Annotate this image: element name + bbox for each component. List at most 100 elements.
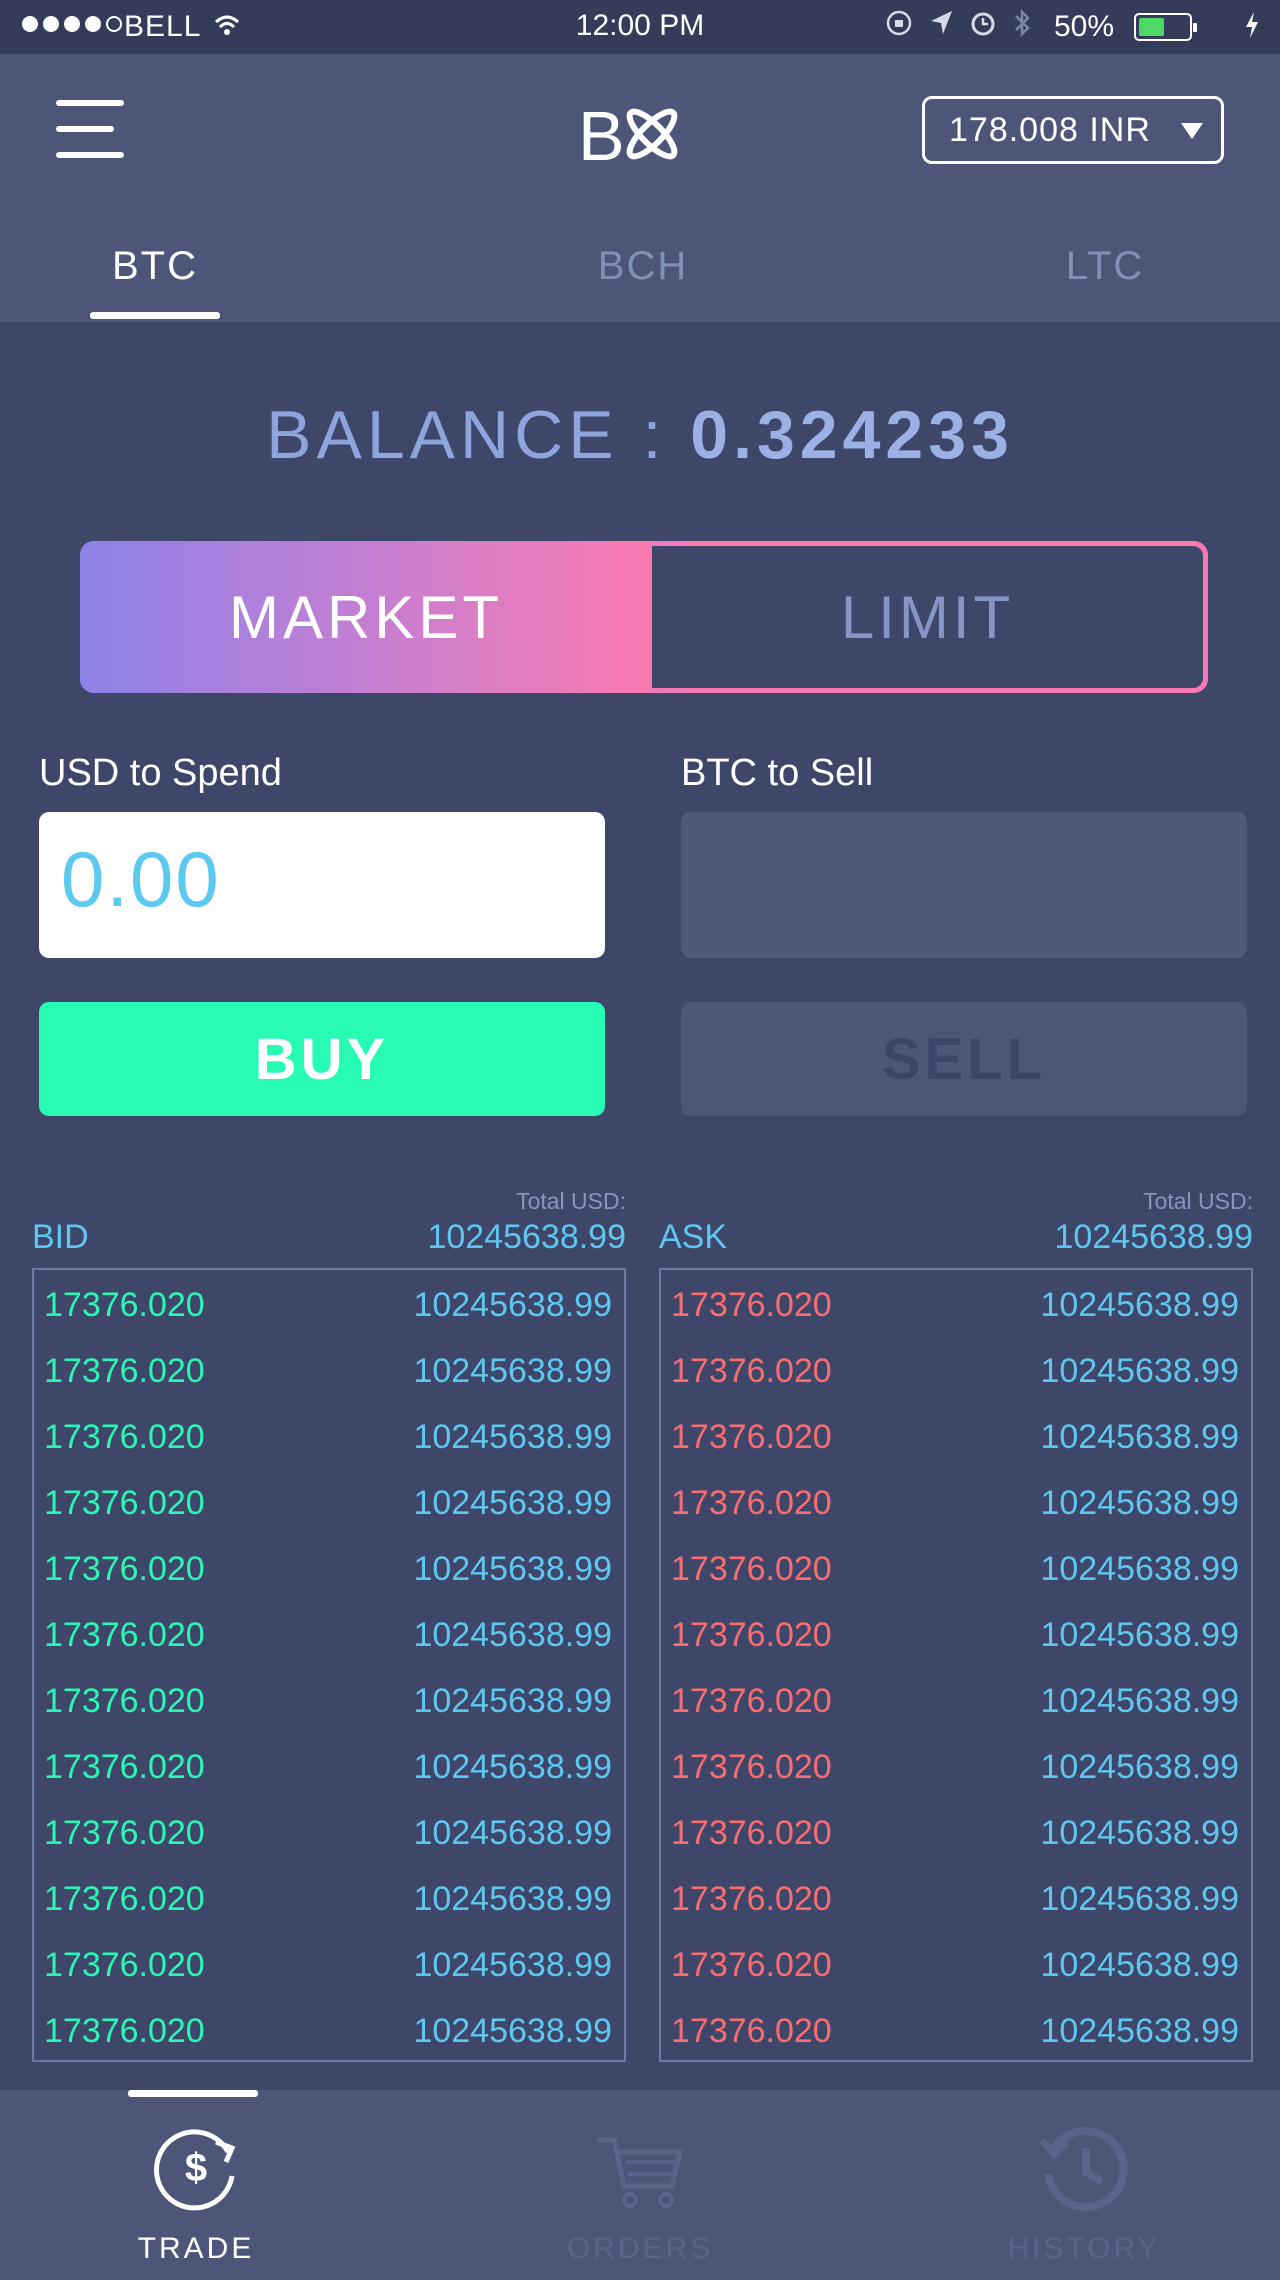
nav-trade[interactable]: $ TRADE	[66, 2090, 326, 2280]
bid-price: 17376.020	[44, 1946, 205, 1984]
ask-row[interactable]: 17376.020 10245638.99	[661, 2000, 1251, 2066]
status-bar: BELL 12:00 PM 50%	[0, 0, 1280, 54]
bid-price: 17376.020	[44, 1286, 205, 1324]
bid-row[interactable]: 17376.020 10245638.99	[34, 1670, 624, 1736]
ask-amount: 10245638.99	[1040, 1946, 1239, 1984]
bid-price: 17376.020	[44, 1748, 205, 1786]
bid-amount: 10245638.99	[413, 1682, 612, 1720]
tab-ltc[interactable]: LTC	[1065, 244, 1145, 288]
bid-row[interactable]: 17376.020 10245638.99	[34, 1538, 624, 1604]
ask-price: 17376.020	[671, 1550, 832, 1588]
ask-total-label: Total USD:	[1143, 1188, 1253, 1214]
ask-amount: 10245638.99	[1040, 1484, 1239, 1522]
ask-row[interactable]: 17376.020 10245638.99	[661, 1934, 1251, 2000]
order-type-toggle: MARKET LIMIT	[80, 541, 1208, 693]
bid-price: 17376.020	[44, 1550, 205, 1588]
usd-to-spend-input[interactable]: 0.00	[39, 812, 605, 958]
bid-price: 17376.020	[44, 1616, 205, 1654]
ask-amount: 10245638.99	[1040, 1814, 1239, 1852]
ask-price: 17376.020	[671, 1814, 832, 1852]
bid-row[interactable]: 17376.020 10245638.99	[34, 1406, 624, 1472]
sell-button[interactable]: SELL	[681, 1002, 1247, 1116]
bid-row[interactable]: 17376.020 10245638.99	[34, 1934, 624, 2000]
hamburger-menu-icon[interactable]	[56, 100, 124, 166]
tab-btc[interactable]: BTC	[112, 244, 198, 288]
ask-amount: 10245638.99	[1040, 1550, 1239, 1588]
ask-row[interactable]: 17376.020 10245638.99	[661, 1736, 1251, 1802]
bid-row[interactable]: 17376.020 10245638.99	[34, 2000, 624, 2066]
ask-amount: 10245638.99	[1040, 1616, 1239, 1654]
bid-price: 17376.020	[44, 1418, 205, 1456]
bid-title: BID	[32, 1218, 89, 1256]
bid-row[interactable]: 17376.020 10245638.99	[34, 1340, 624, 1406]
balance-display: BALANCE : 0.324233	[0, 396, 1280, 474]
ask-price: 17376.020	[671, 1352, 832, 1390]
nav-orders-label: ORDERS	[566, 2232, 714, 2265]
bid-price: 17376.020	[44, 1682, 205, 1720]
ask-amount: 10245638.99	[1040, 1682, 1239, 1720]
ask-row[interactable]: 17376.020 10245638.99	[661, 1670, 1251, 1736]
ask-row[interactable]: 17376.020 10245638.99	[661, 1802, 1251, 1868]
ask-title: ASK	[659, 1218, 728, 1256]
bid-total-value: 10245638.99	[427, 1218, 626, 1256]
currency-selector[interactable]: 178.008 INR	[922, 96, 1224, 164]
limit-button[interactable]: LIMIT	[652, 546, 1203, 688]
ask-amount: 10245638.99	[1040, 1286, 1239, 1324]
bid-row[interactable]: 17376.020 10245638.99	[34, 1736, 624, 1802]
ask-price: 17376.020	[671, 1748, 832, 1786]
market-button[interactable]: MARKET	[80, 541, 652, 693]
ask-price: 17376.020	[671, 1682, 832, 1720]
battery-percentage: 50%	[1053, 9, 1114, 43]
logo-letter: B	[578, 97, 625, 174]
bid-table[interactable]: 17376.020 10245638.99 17376.020 10245638.99…	[32, 1268, 626, 2062]
cart-icon	[590, 2118, 690, 2218]
dollar-refresh-icon: $	[146, 2118, 246, 2218]
ask-row[interactable]: 17376.020 10245638.99	[661, 1604, 1251, 1670]
currency-selector-value: 178.008 INR	[949, 110, 1151, 149]
ask-row[interactable]: 17376.020 10245638.99	[661, 1406, 1251, 1472]
bid-row[interactable]: 17376.020 10245638.99	[34, 1604, 624, 1670]
bid-price: 17376.020	[44, 1814, 205, 1852]
ask-amount: 10245638.99	[1040, 1880, 1239, 1918]
ask-row[interactable]: 17376.020 10245638.99	[661, 1472, 1251, 1538]
ask-row[interactable]: 17376.020 10245638.99	[661, 1538, 1251, 1604]
ask-price: 17376.020	[671, 2012, 832, 2050]
ask-total-value: 10245638.99	[1054, 1218, 1253, 1256]
nav-orders[interactable]: ORDERS	[510, 2090, 770, 2280]
ask-amount: 10245638.99	[1040, 2012, 1239, 2050]
bid-amount: 10245638.99	[413, 2012, 612, 2050]
ask-row[interactable]: 17376.020 10245638.99	[661, 1274, 1251, 1340]
ask-row[interactable]: 17376.020 10245638.99	[661, 1868, 1251, 1934]
ask-table[interactable]: 17376.020 10245638.99 17376.020 10245638.99…	[659, 1268, 1253, 2062]
nav-trade-label: TRADE	[137, 2232, 255, 2265]
bid-amount: 10245638.99	[413, 1880, 612, 1918]
nav-active-indicator	[128, 2090, 258, 2097]
bid-amount: 10245638.99	[413, 1418, 612, 1456]
coin-tabs: BTC BCH LTC	[0, 244, 1280, 322]
bid-amount: 10245638.99	[413, 1814, 612, 1852]
bx-logo: B	[578, 94, 688, 175]
bid-amount: 10245638.99	[413, 1748, 612, 1786]
bid-row[interactable]: 17376.020 10245638.99	[34, 1802, 624, 1868]
buy-button[interactable]: BUY	[39, 1002, 605, 1116]
bid-total-label: Total USD:	[516, 1188, 626, 1214]
bid-amount: 10245638.99	[413, 1352, 612, 1390]
bid-row[interactable]: 17376.020 10245638.99	[34, 1868, 624, 1934]
btc-to-sell-label: BTC to Sell	[681, 752, 874, 794]
wifi-icon	[214, 10, 240, 48]
btc-to-sell-input[interactable]	[681, 812, 1247, 958]
nav-history[interactable]: HISTORY	[954, 2090, 1214, 2280]
bid-amount: 10245638.99	[413, 1484, 612, 1522]
ask-amount: 10245638.99	[1040, 1418, 1239, 1456]
bid-row[interactable]: 17376.020 10245638.99	[34, 1472, 624, 1538]
bid-amount: 10245638.99	[413, 1550, 612, 1588]
status-time: 12:00 PM	[575, 9, 705, 42]
balance-label: BALANCE :	[266, 397, 667, 473]
tab-bch[interactable]: BCH	[597, 244, 689, 288]
balance-value: 0.324233	[690, 397, 1014, 473]
battery-icon	[1134, 12, 1197, 41]
bid-row[interactable]: 17376.020 10245638.99	[34, 1274, 624, 1340]
ask-amount: 10245638.99	[1040, 1748, 1239, 1786]
ask-row[interactable]: 17376.020 10245638.99	[661, 1340, 1251, 1406]
app-header: B 178.008 INR BTC BCH LTC	[0, 54, 1280, 322]
